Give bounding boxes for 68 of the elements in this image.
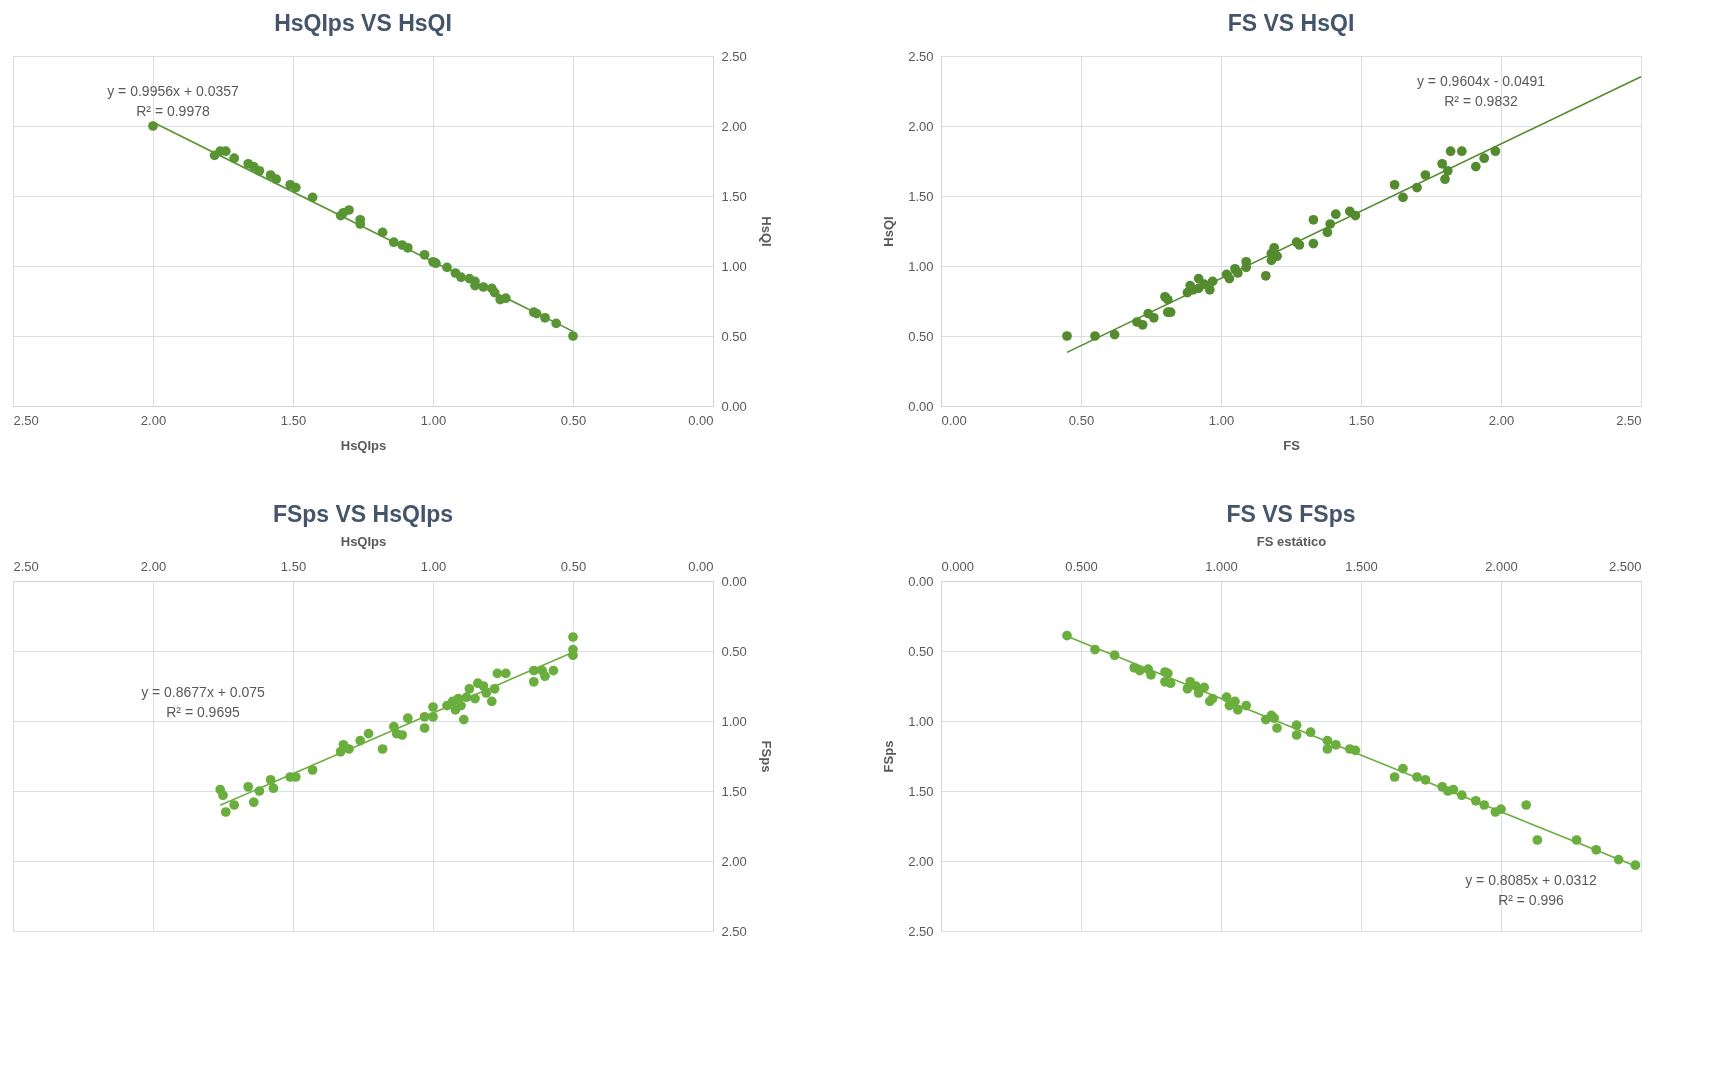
x-tick-label: 1.50: [280, 558, 307, 574]
chart-title: HsQIps VS HsQI: [274, 10, 452, 36]
x-tick-label: 1.00: [1208, 412, 1235, 428]
x-tick-label: 0.50: [560, 558, 587, 574]
y-tick-label: 1.50: [908, 188, 934, 204]
y-axis-title: HsQI: [881, 216, 897, 247]
x-tick-label: 0.000: [941, 558, 975, 574]
x-tick-label: 2.50: [1616, 412, 1642, 428]
x-tick-label: 0.00: [688, 412, 714, 428]
annotation: R² = 0.9978: [136, 103, 210, 119]
annotation: y = 0.8085x + 0.0312: [1465, 872, 1597, 888]
annotation: y = 0.9956x + 0.0357: [107, 83, 239, 99]
y-tick-label: 2.50: [908, 923, 934, 939]
x-tick-label: 1.50: [1348, 412, 1375, 428]
y-tick-label: 0.00: [908, 573, 934, 589]
x-tick-label: 2.000: [1485, 558, 1518, 574]
annotation: R² = 0.9832: [1444, 93, 1518, 109]
y-tick-label: 0.50: [721, 643, 747, 659]
y-tick-label: 2.00: [721, 118, 747, 134]
y-tick-label: 0.00: [721, 573, 747, 589]
y-tick-label: 2.00: [721, 853, 747, 869]
y-tick-label: 2.50: [721, 48, 747, 64]
y-tick-label: 1.00: [721, 258, 747, 274]
y-tick-label: 2.50: [721, 923, 747, 939]
y-tick-label: 1.00: [908, 713, 934, 729]
y-tick-label: 1.00: [721, 713, 747, 729]
x-tick-label: 0.00: [941, 412, 967, 428]
y-tick-label: 0.00: [721, 398, 747, 414]
y-tick-label: 1.50: [721, 188, 747, 204]
x-tick-label: 0.00: [688, 558, 714, 574]
x-axis-title: FS estático: [1256, 533, 1327, 549]
x-axis-title: HsQIps: [340, 533, 387, 549]
y-axis-title: FSps: [758, 740, 774, 773]
y-tick-label: 2.00: [908, 118, 934, 134]
y-tick-label: 0.50: [721, 328, 747, 344]
chart-title: FS VS HsQI: [1227, 10, 1355, 36]
y-tick-label: 1.50: [908, 783, 934, 799]
x-tick-label: 0.50: [1068, 412, 1095, 428]
x-tick-label: 1.50: [280, 412, 307, 428]
x-tick-label: 1.00: [420, 412, 447, 428]
annotation: y = 0.9604x - 0.0491: [1416, 73, 1546, 89]
x-tick-label: 2.00: [1488, 412, 1515, 428]
x-tick-label: 2.500: [1608, 558, 1642, 574]
y-tick-label: 0.50: [908, 328, 934, 344]
x-tick-label: 2.50: [13, 558, 39, 574]
annotation: R² = 0.996: [1498, 892, 1565, 908]
x-tick-label: 2.50: [13, 412, 39, 428]
y-axis-title: HsQI: [758, 216, 774, 247]
y-tick-label: 1.00: [908, 258, 934, 274]
x-axis-title: HsQIps: [340, 437, 387, 453]
y-tick-label: 2.00: [908, 853, 934, 869]
x-tick-label: 0.500: [1065, 558, 1098, 574]
chart-title: FSps VS HsQIps: [272, 501, 454, 527]
y-axis-title: FSps: [881, 740, 897, 773]
x-tick-label: 0.50: [560, 412, 587, 428]
x-tick-label: 1.00: [420, 558, 447, 574]
y-tick-label: 0.50: [908, 643, 934, 659]
y-tick-label: 2.50: [908, 48, 934, 64]
x-tick-label: 2.00: [140, 558, 167, 574]
y-tick-label: 1.50: [721, 783, 747, 799]
x-tick-label: 1.500: [1345, 558, 1378, 574]
y-tick-label: 0.00: [908, 398, 934, 414]
x-tick-label: 1.000: [1205, 558, 1238, 574]
x-tick-label: 2.00: [140, 412, 167, 428]
annotation: y = 0.8677x + 0.075: [141, 684, 266, 700]
chart-title: FS VS FSps: [1226, 501, 1356, 527]
x-axis-title: FS: [1283, 437, 1301, 453]
annotation: R² = 0.9695: [166, 704, 240, 720]
